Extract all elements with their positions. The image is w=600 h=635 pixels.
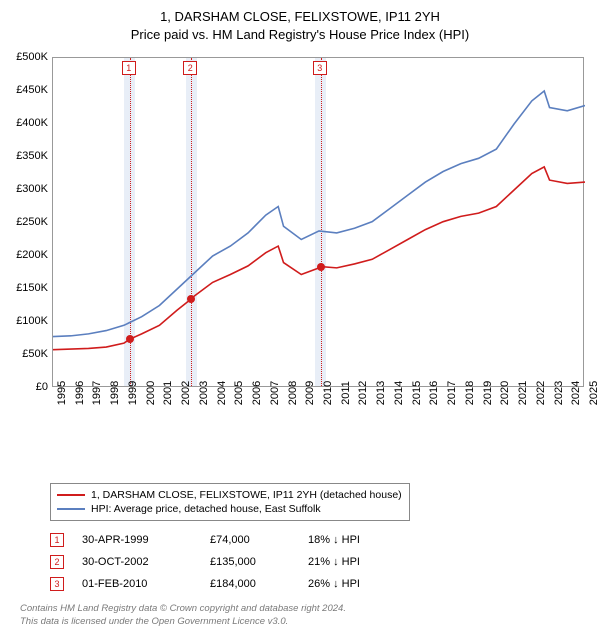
- x-axis-label: 2024: [570, 381, 582, 405]
- sale-dot: [317, 263, 325, 271]
- legend: 1, DARSHAM CLOSE, FELIXSTOWE, IP11 2YH (…: [50, 483, 410, 521]
- x-axis-label: 2015: [411, 381, 423, 405]
- y-axis-label: £100K: [10, 315, 48, 327]
- x-axis-label: 1998: [109, 381, 121, 405]
- event-number-box: 3: [50, 577, 64, 591]
- x-axis-label: 2007: [269, 381, 281, 405]
- x-axis-label: 2016: [428, 381, 440, 405]
- event-row: 2 30-OCT-2002 £135,000 21% ↓ HPI: [50, 551, 590, 573]
- x-axis-label: 2002: [180, 381, 192, 405]
- y-axis-label: £350K: [10, 150, 48, 162]
- events-table: 1 30-APR-1999 £74,000 18% ↓ HPI 2 30-OCT-2002…: [50, 529, 590, 595]
- event-marker-box: 2: [183, 61, 197, 75]
- x-axis-label: 1996: [74, 381, 86, 405]
- event-date: 30-APR-1999: [82, 534, 192, 546]
- x-axis-label: 2004: [216, 381, 228, 405]
- x-axis-label: 1999: [127, 381, 139, 405]
- x-axis-label: 2023: [553, 381, 565, 405]
- y-axis-label: £300K: [10, 183, 48, 195]
- sale-dot: [126, 335, 134, 343]
- footer-line-2: This data is licensed under the Open Gov…: [20, 616, 590, 629]
- x-axis-label: 2005: [233, 381, 245, 405]
- x-axis-label: 2001: [162, 381, 174, 405]
- plot-area: [52, 57, 584, 387]
- event-date: 01-FEB-2010: [82, 578, 192, 590]
- event-price: £184,000: [210, 578, 290, 590]
- event-price: £74,000: [210, 534, 290, 546]
- series-price_paid: [53, 167, 585, 350]
- event-row: 3 01-FEB-2010 £184,000 26% ↓ HPI: [50, 573, 590, 595]
- x-axis-label: 2009: [304, 381, 316, 405]
- event-marker-box: 3: [313, 61, 327, 75]
- x-axis-label: 2000: [145, 381, 157, 405]
- page-title-1: 1, DARSHAM CLOSE, FELIXSTOWE, IP11 2YH: [10, 8, 590, 26]
- x-axis-label: 2022: [535, 381, 547, 405]
- event-number-box: 1: [50, 533, 64, 547]
- x-axis-label: 2014: [393, 381, 405, 405]
- x-axis-label: 2006: [251, 381, 263, 405]
- event-price: £135,000: [210, 556, 290, 568]
- legend-swatch: [57, 508, 85, 510]
- x-axis-label: 2021: [517, 381, 529, 405]
- event-marker-box: 1: [122, 61, 136, 75]
- x-axis-label: 2025: [588, 381, 600, 405]
- x-axis-label: 2012: [357, 381, 369, 405]
- event-diff: 26% ↓ HPI: [308, 578, 360, 590]
- legend-label: 1, DARSHAM CLOSE, FELIXSTOWE, IP11 2YH (…: [91, 489, 402, 501]
- legend-item: HPI: Average price, detached house, East…: [57, 502, 403, 516]
- x-axis-label: 2020: [499, 381, 511, 405]
- y-axis-label: £200K: [10, 249, 48, 261]
- sale-dot: [187, 295, 195, 303]
- y-axis-label: £400K: [10, 117, 48, 129]
- x-axis-label: 2017: [446, 381, 458, 405]
- x-axis-label: 2011: [340, 381, 352, 405]
- event-diff: 18% ↓ HPI: [308, 534, 360, 546]
- x-axis-label: 2013: [375, 381, 387, 405]
- footer: Contains HM Land Registry data © Crown c…: [20, 603, 590, 629]
- legend-swatch: [57, 494, 85, 496]
- y-axis-label: £150K: [10, 282, 48, 294]
- legend-item: 1, DARSHAM CLOSE, FELIXSTOWE, IP11 2YH (…: [57, 488, 403, 502]
- event-number-box: 2: [50, 555, 64, 569]
- event-row: 1 30-APR-1999 £74,000 18% ↓ HPI: [50, 529, 590, 551]
- x-axis-label: 2019: [482, 381, 494, 405]
- x-axis-label: 2010: [322, 381, 334, 405]
- x-axis-label: 1997: [91, 381, 103, 405]
- footer-line-1: Contains HM Land Registry data © Crown c…: [20, 603, 590, 616]
- y-axis-label: £450K: [10, 84, 48, 96]
- y-axis-label: £0: [10, 381, 48, 393]
- event-date: 30-OCT-2002: [82, 556, 192, 568]
- y-axis-label: £500K: [10, 51, 48, 63]
- series-hpi: [53, 91, 585, 337]
- y-axis-label: £50K: [10, 348, 48, 360]
- chart: £0 £50K £100K £150K £200K £250K £300K £350K £400…: [10, 49, 590, 439]
- x-axis-label: 2008: [287, 381, 299, 405]
- event-diff: 21% ↓ HPI: [308, 556, 360, 568]
- x-axis-label: 1995: [56, 381, 68, 405]
- x-axis-label: 2003: [198, 381, 210, 405]
- page-title-2: Price paid vs. HM Land Registry's House …: [10, 26, 590, 44]
- y-axis-label: £250K: [10, 216, 48, 228]
- legend-label: HPI: Average price, detached house, East…: [91, 503, 321, 515]
- x-axis-label: 2018: [464, 381, 476, 405]
